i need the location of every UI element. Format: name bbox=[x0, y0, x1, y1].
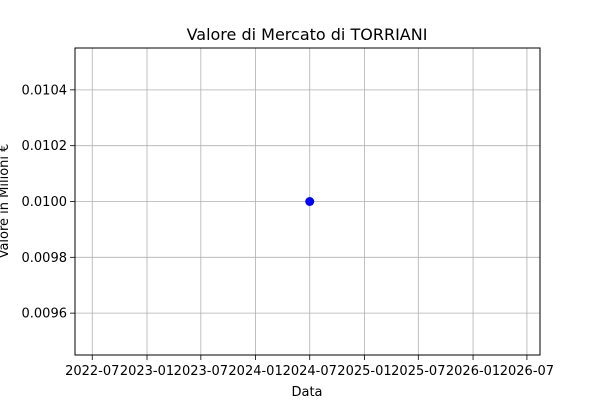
chart-title: Valore di Mercato di TORRIANI bbox=[187, 25, 428, 44]
y-tick-label: 0.0100 bbox=[22, 195, 68, 210]
x-tick-label: 2023-07 bbox=[174, 364, 228, 379]
x-tick-label: 2026-07 bbox=[500, 364, 554, 379]
x-tick-label: 2024-07 bbox=[283, 364, 337, 379]
y-axis: 0.0096 0.0098 0.0100 0.0102 0.0104 bbox=[22, 83, 75, 322]
data-point bbox=[305, 197, 315, 206]
x-axis: 2022-07 2023-01 2023-07 2024-01 2024-07 2025-… bbox=[65, 355, 554, 379]
y-tick-label: 0.0104 bbox=[22, 83, 68, 98]
x-tick-label: 2025-01 bbox=[337, 364, 391, 379]
y-axis-label: Valore in Milioni € bbox=[0, 144, 12, 259]
y-tick-label: 0.0098 bbox=[22, 251, 68, 266]
x-tick-label: 2025-07 bbox=[391, 364, 445, 379]
x-tick-label: 2024-01 bbox=[228, 364, 282, 379]
x-tick-label: 2026-01 bbox=[446, 364, 500, 379]
x-tick-label: 2022-07 bbox=[65, 364, 119, 379]
x-axis-label: Data bbox=[291, 385, 322, 400]
data-points bbox=[305, 197, 315, 206]
x-tick-label: 2023-01 bbox=[120, 364, 174, 379]
y-tick-label: 0.0102 bbox=[22, 139, 68, 154]
y-tick-label: 0.0096 bbox=[22, 307, 68, 322]
plot-frame bbox=[74, 47, 541, 356]
